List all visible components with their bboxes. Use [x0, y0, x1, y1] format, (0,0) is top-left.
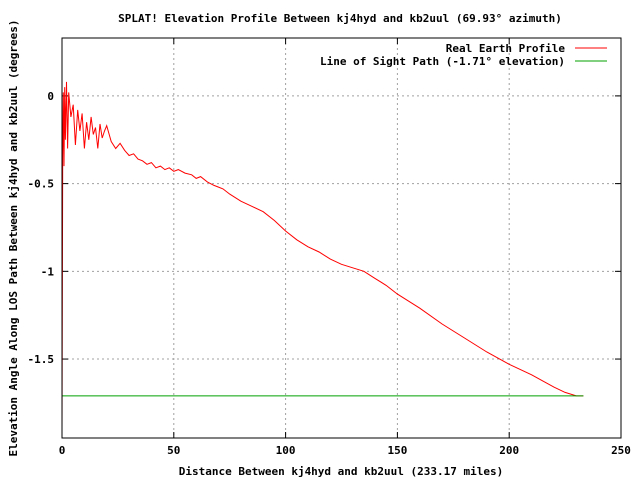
grid-lines — [62, 38, 621, 438]
x-tick-label: 50 — [167, 444, 180, 457]
legend-label: Line of Sight Path (-1.71° elevation) — [320, 55, 565, 68]
plot-frame — [61, 37, 622, 439]
x-tick-label: 100 — [276, 444, 296, 457]
x-tick-label: 150 — [387, 444, 407, 457]
x-axis-label: Distance Between kj4hyd and kb2uul (233.… — [179, 465, 504, 478]
y-tick-label: -1.5 — [28, 353, 55, 366]
y-tick-label: -0.5 — [28, 178, 55, 191]
y-tick-label: -1 — [41, 265, 55, 278]
x-tick-label: 200 — [499, 444, 519, 457]
y-axis-label: Elevation Angle Along LOS Path Between k… — [7, 19, 20, 456]
y-tick-label: 0 — [47, 90, 54, 103]
real-earth-profile-line — [61, 81, 584, 430]
data-series — [61, 81, 584, 430]
chart-title: SPLAT! Elevation Profile Between kj4hyd … — [118, 12, 562, 25]
x-tick-label: 0 — [59, 444, 66, 457]
legend-label: Real Earth Profile — [446, 42, 566, 55]
x-tick-label: 250 — [611, 444, 631, 457]
